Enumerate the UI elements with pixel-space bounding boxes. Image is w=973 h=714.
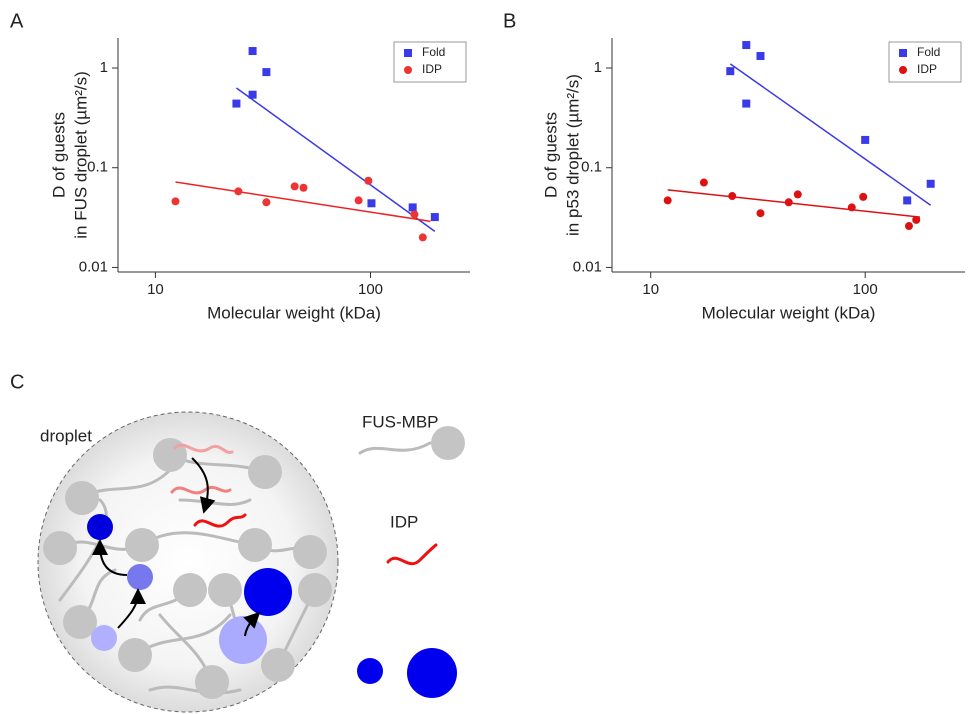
- point: [410, 210, 419, 219]
- point: [418, 233, 427, 242]
- point: [262, 68, 271, 77]
- legend-swatch: [404, 66, 412, 74]
- fit-line: [729, 63, 932, 206]
- diagram-label: droplet: [40, 426, 92, 445]
- point: [912, 215, 921, 224]
- point: [861, 135, 870, 144]
- panel-label: C: [10, 371, 24, 393]
- legend-label: Fold: [422, 45, 445, 59]
- x-tick-label: 100: [358, 281, 383, 298]
- x-tick-label: 100: [853, 281, 878, 298]
- folded-guest: [127, 564, 153, 590]
- y-axis-label: D of guests: [541, 112, 560, 198]
- y-tick-label: 0.01: [573, 258, 602, 275]
- legend-swatch: [899, 49, 907, 57]
- point: [290, 182, 299, 191]
- folded-guest: [91, 625, 117, 651]
- point: [784, 198, 793, 207]
- legend-box: [888, 41, 962, 83]
- legend-label: IDP: [422, 62, 442, 76]
- fit-line: [667, 189, 921, 218]
- point: [726, 67, 735, 76]
- diagram-label: IDP: [390, 512, 418, 531]
- point: [847, 203, 856, 212]
- legend-swatch: [899, 66, 907, 74]
- legend-swatch: [404, 49, 412, 57]
- point: [859, 192, 868, 201]
- y-axis-label: in p53 droplet (µm²/s): [563, 74, 582, 236]
- point: [171, 197, 180, 206]
- point: [904, 222, 913, 231]
- fit-line: [175, 181, 431, 223]
- point: [926, 179, 935, 188]
- point: [248, 47, 257, 56]
- arrows: [92, 457, 261, 637]
- point: [663, 196, 672, 205]
- point: [430, 213, 439, 222]
- point: [234, 187, 243, 196]
- legend-box: [393, 41, 467, 83]
- diagram: droplet FUS-MBP IDP: [37, 411, 465, 713]
- point: [262, 198, 271, 207]
- x-tick-label: 10: [147, 281, 164, 298]
- y-tick-label: 0.1: [581, 159, 602, 176]
- point: [756, 51, 765, 60]
- y-tick-label: 1: [100, 59, 108, 76]
- folded-guest: [87, 514, 113, 540]
- point: [728, 192, 737, 201]
- point: [364, 176, 373, 185]
- point: [699, 178, 708, 187]
- point: [232, 99, 241, 108]
- legend-label: Fold: [917, 45, 940, 59]
- scaffolds: [43, 426, 465, 699]
- point: [367, 199, 376, 208]
- folded-guest: [244, 568, 292, 616]
- point: [248, 90, 257, 99]
- y-tick-label: 1: [594, 59, 602, 76]
- fit-line: [235, 87, 436, 232]
- folded-guest: [357, 658, 383, 684]
- point: [756, 209, 765, 218]
- y-tick-label: 0.01: [79, 258, 108, 275]
- point: [903, 196, 912, 205]
- x-tick-label: 10: [642, 281, 659, 298]
- point: [299, 183, 308, 192]
- folded-guest: [219, 616, 267, 664]
- point: [742, 41, 751, 50]
- y-axis-label: D of guests: [49, 112, 68, 198]
- idp-chains: [170, 443, 438, 566]
- y-tick-label: 0.1: [87, 159, 108, 176]
- diagram-label: FUS-MBP: [362, 412, 439, 431]
- point: [354, 196, 363, 205]
- x-axis-label: Molecular weight (kDa): [207, 303, 381, 322]
- x-axis-label: Molecular weight (kDa): [702, 303, 876, 322]
- point: [408, 203, 417, 212]
- panel-label: A: [10, 10, 24, 32]
- folded-guest: [407, 648, 457, 698]
- panel-label: B: [503, 10, 516, 32]
- y-axis-label: in FUS droplet (µm²/s): [71, 71, 90, 239]
- legend-label: IDP: [917, 62, 937, 76]
- point: [742, 99, 751, 108]
- point: [793, 190, 802, 199]
